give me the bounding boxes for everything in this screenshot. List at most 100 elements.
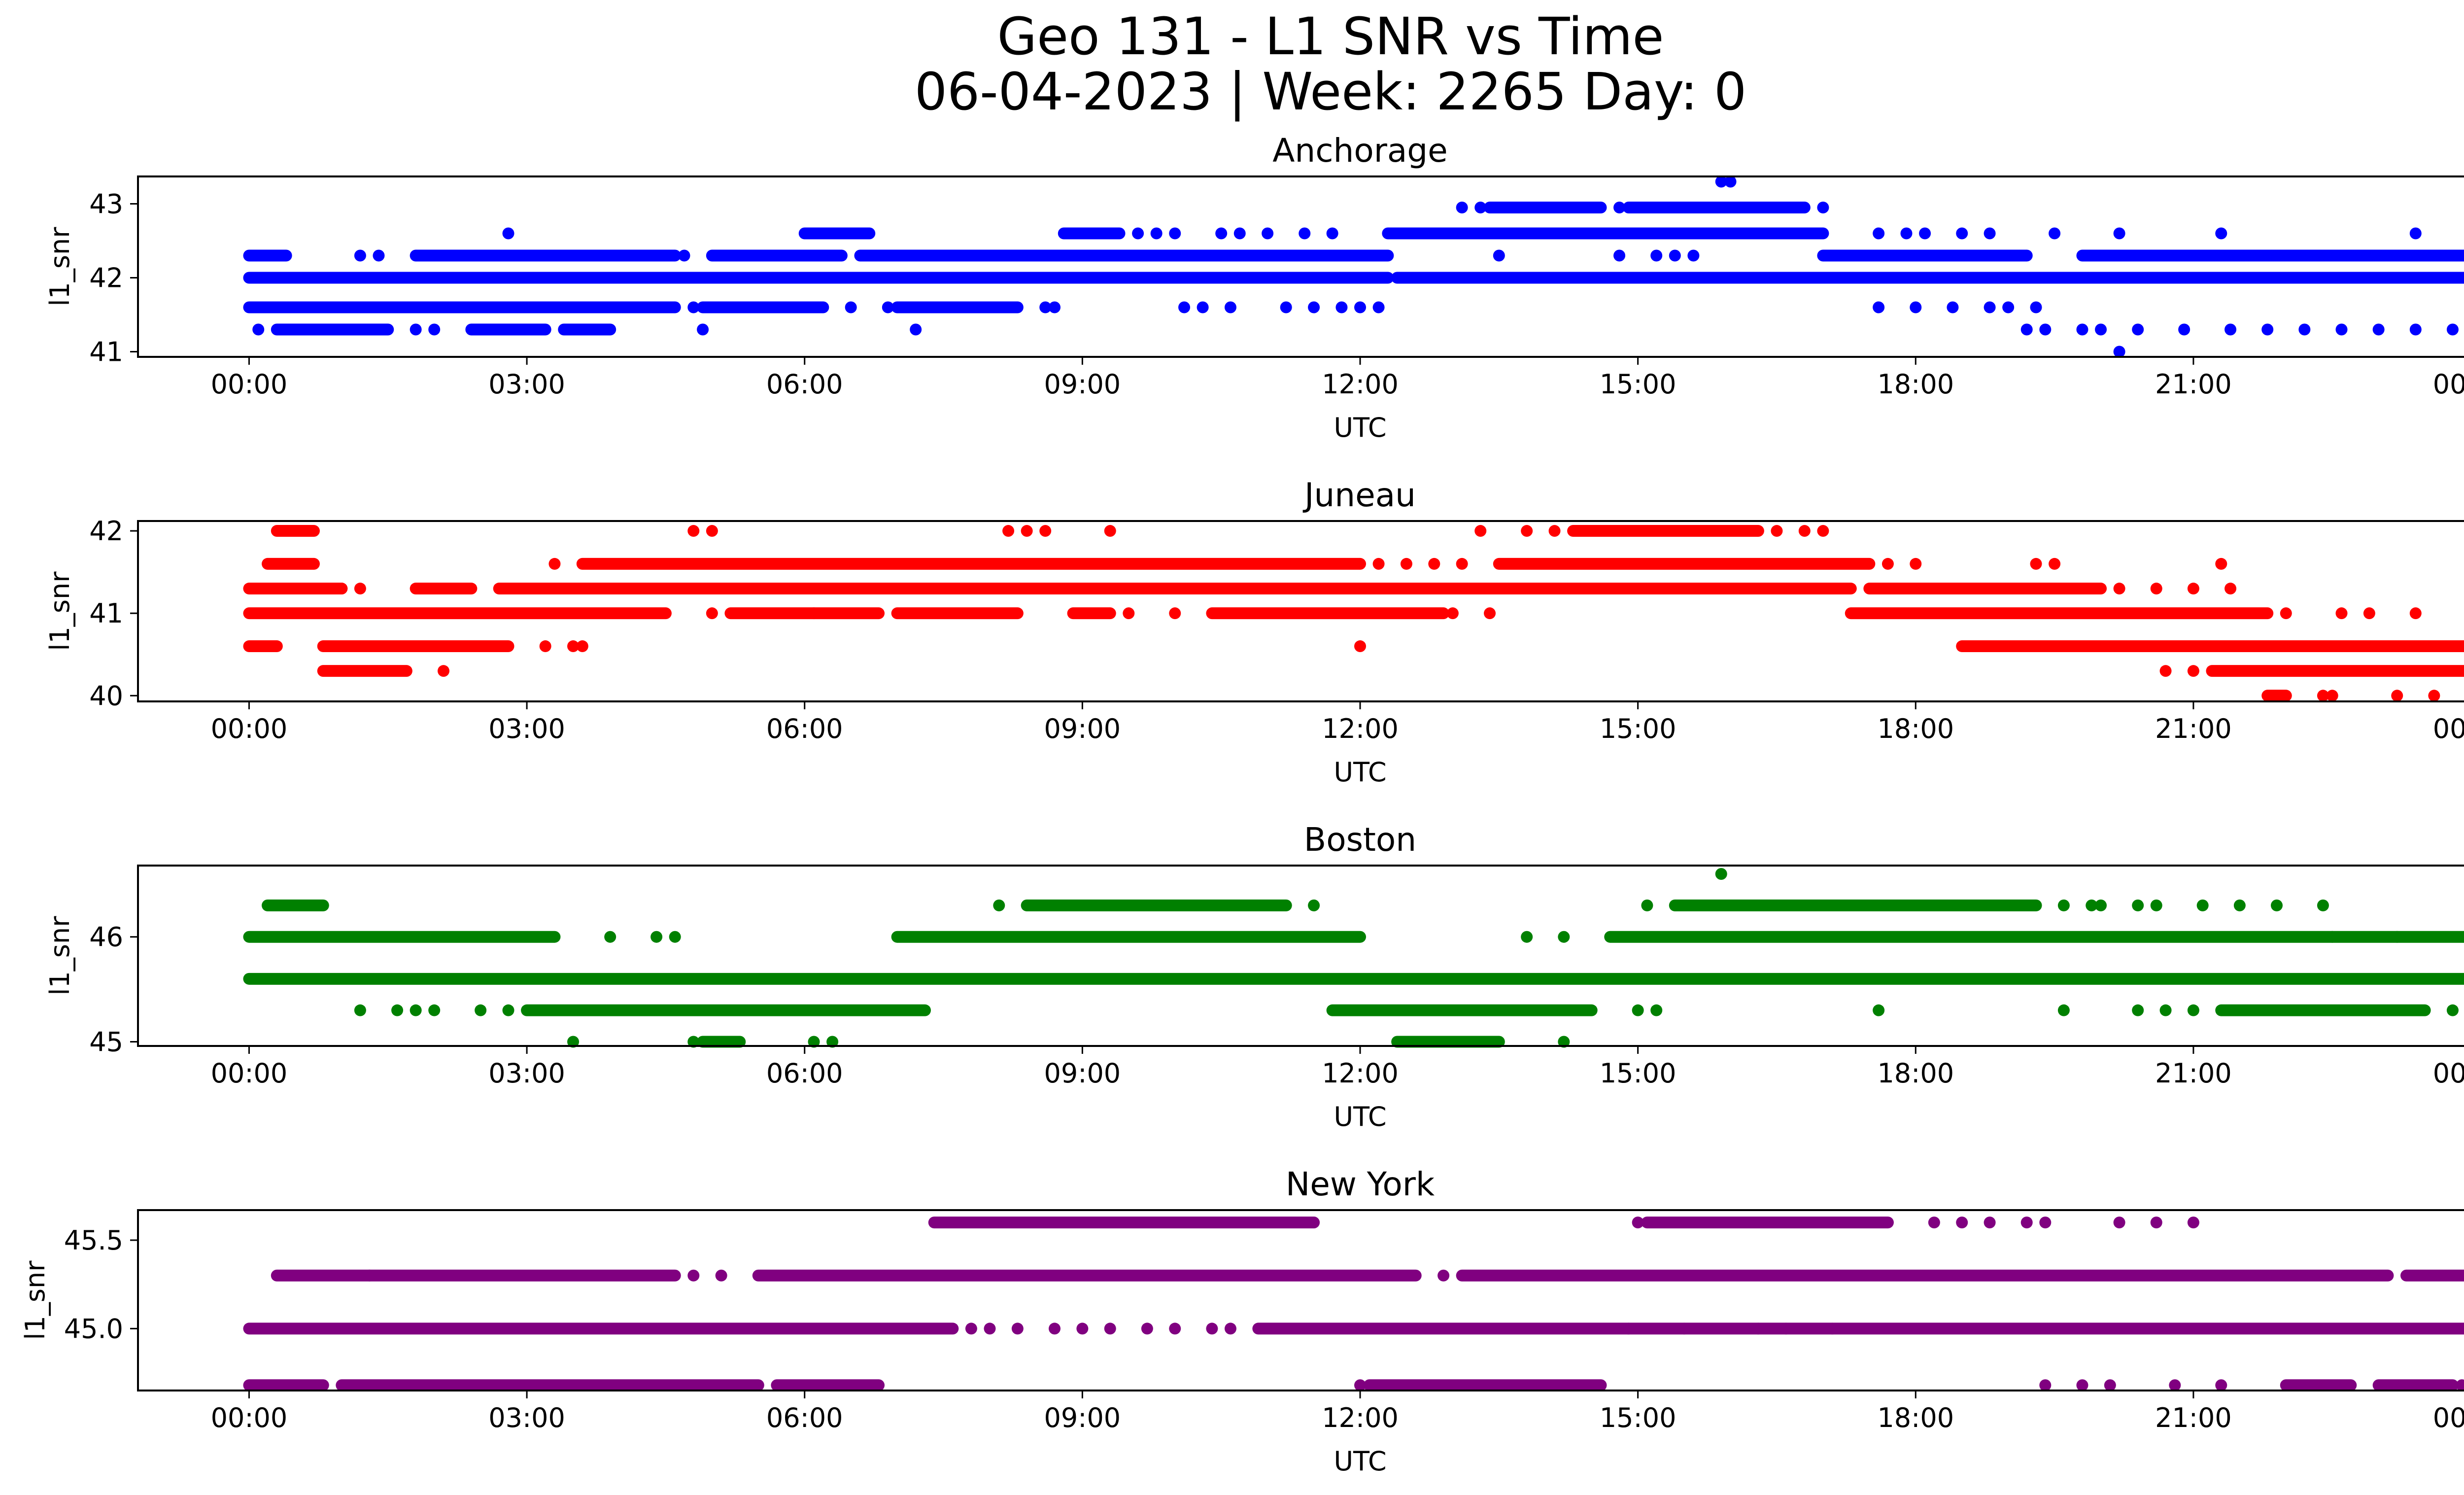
point-new-york-0-14 [1826,1322,1839,1335]
point-juneau-4-4 [1039,525,1052,537]
point-juneau-6-2 [2391,690,2403,702]
point-boston-2-8 [1873,1004,1885,1016]
point-boston-3-0 [993,899,1005,911]
point-new-york-0-3 [1049,1322,1061,1335]
panel-boston: 00:00 03:00 06:00 09:00 12:00 15:00 18:00 21:00… [44,821,2464,1132]
point-juneau-4-7 [1521,525,1533,537]
point-juneau-2-1 [354,583,366,595]
point-new-york-1-2 [1437,1269,1450,1282]
point-new-york-2-5 [2039,1217,2052,1229]
point-anchorage-2-10 [2215,249,2227,262]
point-boston-2-4 [475,1004,487,1016]
point-boston-3-4 [2086,899,2098,911]
point-anchorage-5-15 [2372,323,2385,336]
point-anchorage-1-1 [336,301,348,313]
ylabel-anchorage: l1_snr [44,227,75,307]
figure-title-line1: Geo 131 - L1 SNR vs Time [997,6,1664,67]
point-anchorage-6-1 [1724,175,1737,188]
point-boston-1-6 [2391,931,2403,943]
point-juneau-4-11 [1798,525,1811,537]
point-anchorage-1-11 [1049,301,1061,313]
xtick-label-anchorage-6: 18:00 [1877,369,1954,400]
panel-title-new-york: New York [1286,1165,1435,1203]
point-anchorage-1-8 [845,301,857,313]
point-juneau-4-3 [1021,525,1033,537]
point-anchorage-5-11 [2224,323,2237,336]
xtick-label-new-york-8: 00:00 [2433,1402,2464,1433]
point-new-york-0-12 [1752,1322,1764,1335]
point-new-york-0-1 [984,1322,996,1335]
point-anchorage-1-9 [882,301,894,313]
point-juneau-0-5 [1484,607,1496,620]
point-anchorage-2-7 [1687,249,1700,262]
point-anchorage-3-10 [1900,227,1913,240]
point-anchorage-5-9 [2132,323,2144,336]
point-new-york-3-3 [2104,1379,2116,1391]
point-juneau-0-1 [808,607,820,620]
point-juneau-0-7 [2335,607,2348,620]
point-anchorage-5-0 [252,323,265,336]
point-anchorage-1-10 [1039,301,1052,313]
point-juneau-2-2 [419,583,431,595]
point-anchorage-1-7 [687,301,700,313]
point-new-york-2-4 [2020,1217,2033,1229]
point-boston-2-1 [391,1004,404,1016]
point-new-york-2-6 [2113,1217,2125,1229]
point-juneau-1-3 [1354,640,1366,653]
point-juneau-4-0 [687,525,700,537]
point-juneau-4-12 [1817,525,1829,537]
xtick-label-anchorage-3: 09:00 [1044,369,1121,400]
point-juneau-3-6 [1910,557,1922,570]
point-juneau-0-4 [1446,607,1459,620]
point-new-york-3-2 [2076,1379,2088,1391]
point-anchorage-1-0 [271,301,283,313]
point-anchorage-2-1 [373,249,385,262]
point-juneau-4-1 [706,525,718,537]
point-new-york-2-3 [1984,1217,1996,1229]
point-anchorage-1-4 [521,301,533,313]
point-anchorage-2-9 [2196,249,2209,262]
point-anchorage-1-6 [613,301,625,313]
point-boston-2-3 [428,1004,441,1016]
point-anchorage-2-3 [1493,249,1505,262]
point-boston-3-11 [2317,899,2329,911]
point-new-york-3-0 [1354,1379,1366,1391]
point-anchorage-1-3 [446,301,459,313]
point-anchorage-3-7 [1299,227,1311,240]
point-juneau-0-0 [706,607,718,620]
ytick-label-juneau-0: 40 [89,680,123,711]
point-new-york-0-5 [1104,1322,1116,1335]
xtick-label-boston-4: 12:00 [1322,1058,1399,1089]
point-new-york-3-5 [2215,1379,2227,1391]
point-anchorage-3-1 [1132,227,1144,240]
point-anchorage-2-11 [2326,249,2338,262]
point-anchorage-1-25 [2030,301,2042,313]
point-anchorage-2-0 [354,249,366,262]
point-anchorage-2-12 [2391,249,2403,262]
point-new-york-0-10 [1622,1322,1635,1335]
ytick-label-anchorage-1: 42 [89,263,123,294]
point-anchorage-2-5 [1650,249,1663,262]
xtick-label-new-york-5: 15:00 [1600,1402,1677,1433]
point-new-york-2-2 [1956,1217,1968,1229]
point-anchorage-1-16 [1308,301,1320,313]
point-anchorage-7-0 [2113,346,2125,358]
xtick-label-anchorage-4: 12:00 [1322,369,1399,400]
point-juneau-2-5 [2150,583,2162,595]
point-anchorage-1-22 [1947,301,1959,313]
point-new-york-3-6 [2456,1379,2464,1391]
point-juneau-4-9 [1576,525,1588,537]
point-boston-2-11 [2159,1004,2172,1016]
point-anchorage-5-16 [2409,323,2422,336]
point-juneau-1-2 [576,640,588,653]
xticks-new-york: 00:00 03:00 06:00 09:00 12:00 15:00 18:00 21:00… [211,1391,2464,1433]
point-anchorage-2-2 [678,249,690,262]
xtick-label-anchorage-7: 21:00 [2155,369,2232,400]
point-anchorage-3-14 [2049,227,2061,240]
point-boston-4-3 [826,1036,839,1048]
point-anchorage-3-16 [2215,227,2227,240]
xtick-label-new-york-1: 03:00 [488,1402,565,1433]
panel-title-anchorage: Anchorage [1272,132,1448,170]
point-new-york-0-8 [1206,1322,1218,1335]
point-juneau-3-2 [1400,557,1412,570]
